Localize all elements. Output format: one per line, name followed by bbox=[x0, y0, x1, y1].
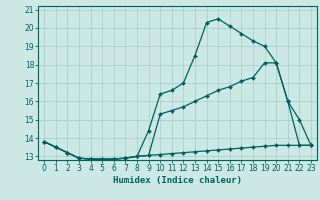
X-axis label: Humidex (Indice chaleur): Humidex (Indice chaleur) bbox=[113, 176, 242, 185]
